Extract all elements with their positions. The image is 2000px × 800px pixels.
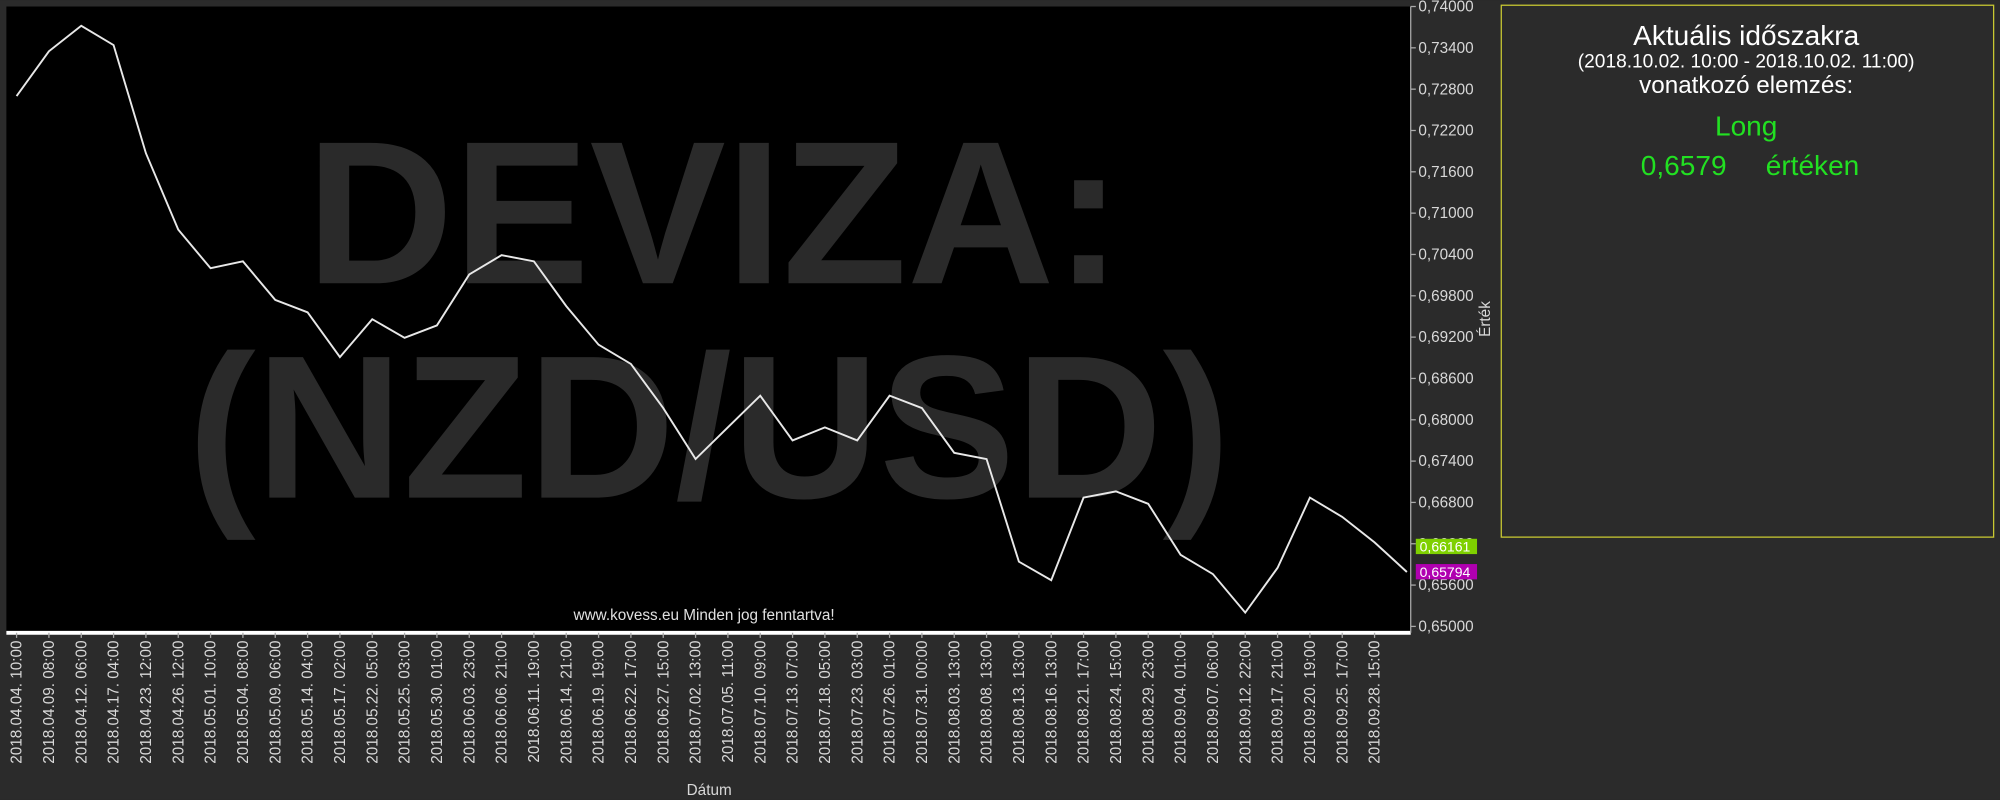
- x-tick-label: 2018.04.09. 08:00: [41, 640, 58, 763]
- x-tick-label: 2018.04.04. 10:00: [9, 640, 26, 763]
- y-tick-label: 0,71000: [1418, 205, 1473, 222]
- plot: [15, 24, 1408, 615]
- x-tick-label: 2018.07.31. 00:00: [914, 640, 931, 763]
- panel-period: (2018.10.02. 10:00 - 2018.10.02. 11:00): [1578, 52, 1915, 73]
- x-axis-label: Dátum: [687, 782, 732, 799]
- x-tick-label: 2018.06.06. 21:00: [494, 640, 511, 763]
- x-tick-label: 2018.08.21. 17:00: [1076, 640, 1093, 763]
- x-tick-label: 2018.06.03. 23:00: [461, 640, 478, 763]
- signal-price-suffix: értéken: [1766, 150, 1860, 181]
- x-tick-label: 2018.06.22. 17:00: [623, 640, 640, 763]
- x-tick-label: 2018.09.28. 15:00: [1367, 640, 1384, 763]
- y-tick-label: 0,73400: [1418, 40, 1473, 57]
- x-tick-label: 2018.09.12. 22:00: [1237, 640, 1254, 763]
- watermark: DEVIZA:: [306, 99, 1122, 327]
- x-tick-label: 2018.05.30. 01:00: [429, 640, 446, 763]
- x-tick-label: 2018.05.22. 05:00: [364, 640, 381, 763]
- x-tick-label: 2018.08.29. 23:00: [1140, 640, 1157, 763]
- y-tick-label: 0,65600: [1418, 577, 1473, 594]
- price-line: [15, 24, 1408, 615]
- signal-price: 0,6579: [1641, 150, 1727, 181]
- watermark: (NZD/USD): [188, 314, 1231, 542]
- x-tick-label: 2018.08.08. 13:00: [979, 640, 996, 763]
- x-tick-label: 2018.05.17. 02:00: [332, 640, 349, 763]
- panel-subtitle: vonatkozó elemzés:: [1639, 72, 1853, 99]
- y-tick-label: 0,72200: [1418, 123, 1473, 140]
- x-tick-label: 2018.08.24. 15:00: [1108, 640, 1125, 763]
- y-tick-label: 0,71600: [1418, 164, 1473, 181]
- x-tick-label: 2018.06.14. 21:00: [558, 640, 575, 763]
- y-tick-label: 0,69800: [1418, 288, 1473, 305]
- price-tag-label: 0,66161: [1420, 539, 1471, 555]
- x-tick-label: 2018.04.26. 12:00: [170, 640, 187, 763]
- y-tick-label: 0,68000: [1418, 412, 1473, 429]
- price-tag: [1415, 538, 1478, 555]
- x-tick-label: 2018.07.13. 07:00: [785, 640, 802, 763]
- y-tick-label: 0,68600: [1418, 371, 1473, 388]
- x-tick-label: 2018.06.19. 19:00: [591, 640, 608, 763]
- x-tick-label: 2018.07.23. 03:00: [849, 640, 866, 763]
- y-axis-label: Érték: [1477, 301, 1494, 337]
- x-tick-label: 2018.05.01. 10:00: [203, 640, 220, 763]
- x-tick-label: 2018.04.12. 06:00: [73, 640, 90, 763]
- x-tick-label: 2018.07.10. 09:00: [752, 640, 769, 763]
- price-tag-label: 0,65794: [1420, 564, 1471, 580]
- x-tick-label: 2018.08.16. 13:00: [1043, 640, 1060, 763]
- x-tick-label: 2018.09.04. 01:00: [1173, 640, 1190, 763]
- signal: Long: [1715, 110, 1777, 141]
- copyright: www.kovess.eu Minden jog fenntartva!: [573, 607, 835, 624]
- y-tick-label: 0,69200: [1418, 329, 1473, 346]
- y-tick-label: 0,74000: [1418, 0, 1473, 16]
- x-tick-label: 2018.09.25. 17:00: [1334, 640, 1351, 763]
- x-tick-label: 2018.07.26. 01:00: [882, 640, 899, 763]
- y-tick-label: 0,67400: [1418, 453, 1473, 470]
- x-tick-label: 2018.09.20. 19:00: [1302, 640, 1319, 763]
- x-tick-label: 2018.05.09. 06:00: [267, 640, 284, 763]
- price-tag: [1415, 564, 1478, 580]
- y-tick-label: 0,65000: [1418, 619, 1473, 636]
- panel-border: [1500, 4, 1995, 538]
- x-tick-label: 2018.07.02. 13:00: [688, 640, 705, 763]
- x-tick-label: 2018.05.14. 04:00: [300, 640, 317, 763]
- x-tick-label: 2018.08.03. 13:00: [946, 640, 963, 763]
- x-tick-label: 2018.04.17. 04:00: [106, 640, 123, 763]
- y-tick-label: 0,70400: [1418, 247, 1473, 264]
- x-tick-label: 2018.07.05. 11:00: [720, 640, 737, 762]
- x-tick-label: 2018.09.07. 06:00: [1205, 640, 1222, 763]
- y-tick-label: 0,72800: [1418, 81, 1473, 98]
- plot-area: [6, 6, 1411, 632]
- x-tick-label: 2018.09.17. 21:00: [1270, 640, 1287, 763]
- x-tick-label: 2018.05.25. 03:00: [397, 640, 414, 763]
- panel-title: Aktuális időszakra: [1633, 20, 1859, 51]
- x-tick-label: 2018.06.27. 15:00: [655, 640, 672, 763]
- x-tick-label: 2018.08.13. 13:00: [1011, 640, 1028, 763]
- analysis-panel: Aktuális időszakra (2018.10.02. 10:00 - …: [1500, 4, 1995, 538]
- x-tick-label: 2018.07.18. 05:00: [817, 640, 834, 763]
- y-tick-label: 0,66800: [1418, 495, 1473, 512]
- x-tick-label: 2018.05.04. 08:00: [235, 640, 252, 763]
- x-tick-label: 2018.04.23. 12:00: [138, 640, 155, 763]
- x-tick-label: 2018.06.11. 19:00: [526, 640, 543, 762]
